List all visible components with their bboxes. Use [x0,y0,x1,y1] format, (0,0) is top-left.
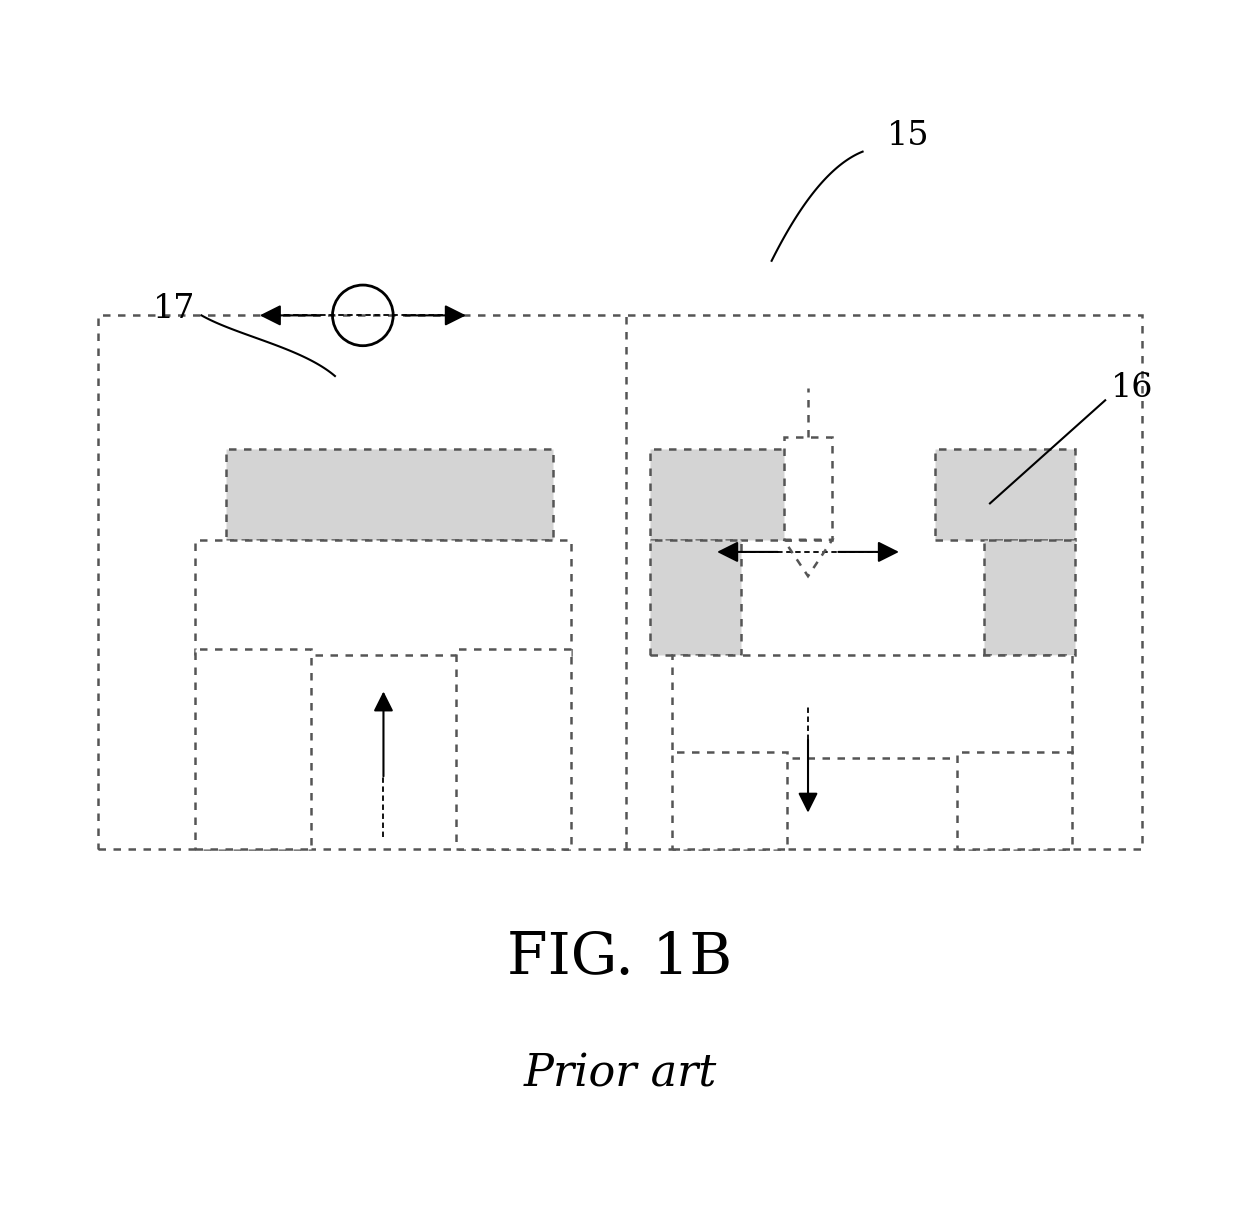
Bar [935,449,1075,540]
Text: 17: 17 [153,294,196,325]
Bar [650,540,742,655]
Text: 15: 15 [887,120,930,152]
Bar [784,437,832,540]
Bar [196,649,311,849]
Text: FIG. 1B: FIG. 1B [507,930,733,986]
Bar [650,449,790,540]
Bar [983,540,1075,655]
Text: 16: 16 [1111,372,1153,404]
Text: Prior art: Prior art [523,1052,717,1095]
Bar [957,752,1073,849]
Bar [196,540,572,655]
Bar [672,752,787,849]
Bar [226,449,553,540]
Bar [456,649,572,849]
Bar [672,655,1073,758]
Bar [98,315,1142,849]
